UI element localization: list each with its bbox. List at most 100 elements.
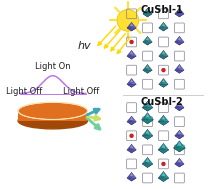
Polygon shape bbox=[175, 42, 184, 45]
Polygon shape bbox=[127, 84, 136, 87]
Polygon shape bbox=[129, 116, 134, 120]
Polygon shape bbox=[161, 50, 166, 54]
Polygon shape bbox=[132, 172, 136, 181]
Polygon shape bbox=[174, 148, 185, 152]
Polygon shape bbox=[148, 8, 152, 17]
Polygon shape bbox=[148, 157, 153, 167]
Polygon shape bbox=[127, 56, 136, 59]
Text: hv: hv bbox=[78, 41, 92, 51]
Polygon shape bbox=[158, 150, 169, 153]
Polygon shape bbox=[175, 108, 184, 111]
Polygon shape bbox=[127, 172, 132, 181]
Polygon shape bbox=[180, 158, 184, 167]
Circle shape bbox=[117, 9, 139, 31]
Polygon shape bbox=[129, 50, 134, 54]
Polygon shape bbox=[163, 50, 168, 59]
Ellipse shape bbox=[18, 113, 88, 129]
Polygon shape bbox=[158, 115, 163, 125]
Polygon shape bbox=[145, 36, 150, 40]
Polygon shape bbox=[148, 64, 152, 73]
Circle shape bbox=[162, 162, 165, 165]
Polygon shape bbox=[143, 42, 152, 45]
Polygon shape bbox=[129, 22, 134, 26]
Polygon shape bbox=[132, 116, 136, 125]
Circle shape bbox=[130, 134, 133, 137]
Polygon shape bbox=[145, 157, 150, 162]
Polygon shape bbox=[180, 141, 185, 152]
Polygon shape bbox=[159, 28, 168, 31]
Polygon shape bbox=[175, 164, 184, 167]
Polygon shape bbox=[148, 129, 153, 139]
Circle shape bbox=[162, 69, 165, 72]
Polygon shape bbox=[163, 143, 169, 153]
Text: CuSbI-2: CuSbI-2 bbox=[140, 97, 183, 107]
Polygon shape bbox=[142, 108, 153, 111]
Polygon shape bbox=[145, 64, 150, 69]
Text: Light Off: Light Off bbox=[63, 87, 99, 96]
Polygon shape bbox=[145, 129, 150, 134]
Polygon shape bbox=[159, 79, 163, 87]
Polygon shape bbox=[132, 50, 136, 59]
Polygon shape bbox=[158, 178, 169, 182]
Polygon shape bbox=[143, 8, 148, 17]
Polygon shape bbox=[175, 70, 184, 73]
Polygon shape bbox=[175, 136, 184, 139]
Text: CuSbI-1: CuSbI-1 bbox=[140, 5, 183, 15]
Polygon shape bbox=[127, 178, 136, 181]
Polygon shape bbox=[180, 130, 184, 139]
Polygon shape bbox=[163, 79, 168, 87]
Polygon shape bbox=[129, 79, 134, 83]
Polygon shape bbox=[175, 130, 180, 139]
Polygon shape bbox=[159, 84, 168, 87]
Polygon shape bbox=[177, 8, 182, 12]
Polygon shape bbox=[148, 113, 153, 124]
Polygon shape bbox=[143, 36, 148, 45]
Polygon shape bbox=[148, 36, 152, 45]
Polygon shape bbox=[127, 144, 132, 153]
Polygon shape bbox=[175, 64, 180, 73]
Polygon shape bbox=[177, 158, 182, 162]
Polygon shape bbox=[132, 79, 136, 87]
Polygon shape bbox=[145, 101, 150, 106]
Polygon shape bbox=[127, 150, 136, 153]
Polygon shape bbox=[163, 172, 169, 182]
Polygon shape bbox=[143, 64, 148, 73]
Polygon shape bbox=[127, 22, 132, 31]
Polygon shape bbox=[180, 8, 184, 17]
Polygon shape bbox=[159, 50, 163, 59]
Polygon shape bbox=[142, 101, 148, 111]
Polygon shape bbox=[143, 14, 152, 17]
Polygon shape bbox=[127, 116, 132, 125]
Polygon shape bbox=[161, 22, 166, 26]
Polygon shape bbox=[180, 36, 184, 45]
Polygon shape bbox=[175, 8, 180, 17]
Polygon shape bbox=[177, 102, 182, 106]
Polygon shape bbox=[163, 22, 168, 31]
Polygon shape bbox=[180, 102, 184, 111]
Polygon shape bbox=[159, 22, 163, 31]
Polygon shape bbox=[142, 129, 148, 139]
Polygon shape bbox=[177, 141, 182, 146]
Polygon shape bbox=[158, 143, 163, 153]
Polygon shape bbox=[142, 136, 153, 139]
Text: Light On: Light On bbox=[35, 62, 71, 71]
Text: Light Off: Light Off bbox=[6, 87, 42, 96]
Polygon shape bbox=[142, 164, 153, 167]
Polygon shape bbox=[161, 115, 166, 120]
Polygon shape bbox=[132, 22, 136, 31]
Polygon shape bbox=[159, 56, 168, 59]
Polygon shape bbox=[163, 115, 169, 125]
Polygon shape bbox=[175, 102, 180, 111]
Polygon shape bbox=[175, 36, 180, 45]
Polygon shape bbox=[175, 14, 184, 17]
Polygon shape bbox=[158, 122, 169, 125]
Circle shape bbox=[130, 40, 133, 43]
Polygon shape bbox=[177, 64, 182, 69]
Polygon shape bbox=[127, 50, 132, 59]
Polygon shape bbox=[132, 144, 136, 153]
Polygon shape bbox=[145, 8, 150, 12]
Polygon shape bbox=[175, 158, 180, 167]
Polygon shape bbox=[127, 28, 136, 31]
FancyBboxPatch shape bbox=[18, 111, 88, 121]
Polygon shape bbox=[143, 70, 152, 73]
